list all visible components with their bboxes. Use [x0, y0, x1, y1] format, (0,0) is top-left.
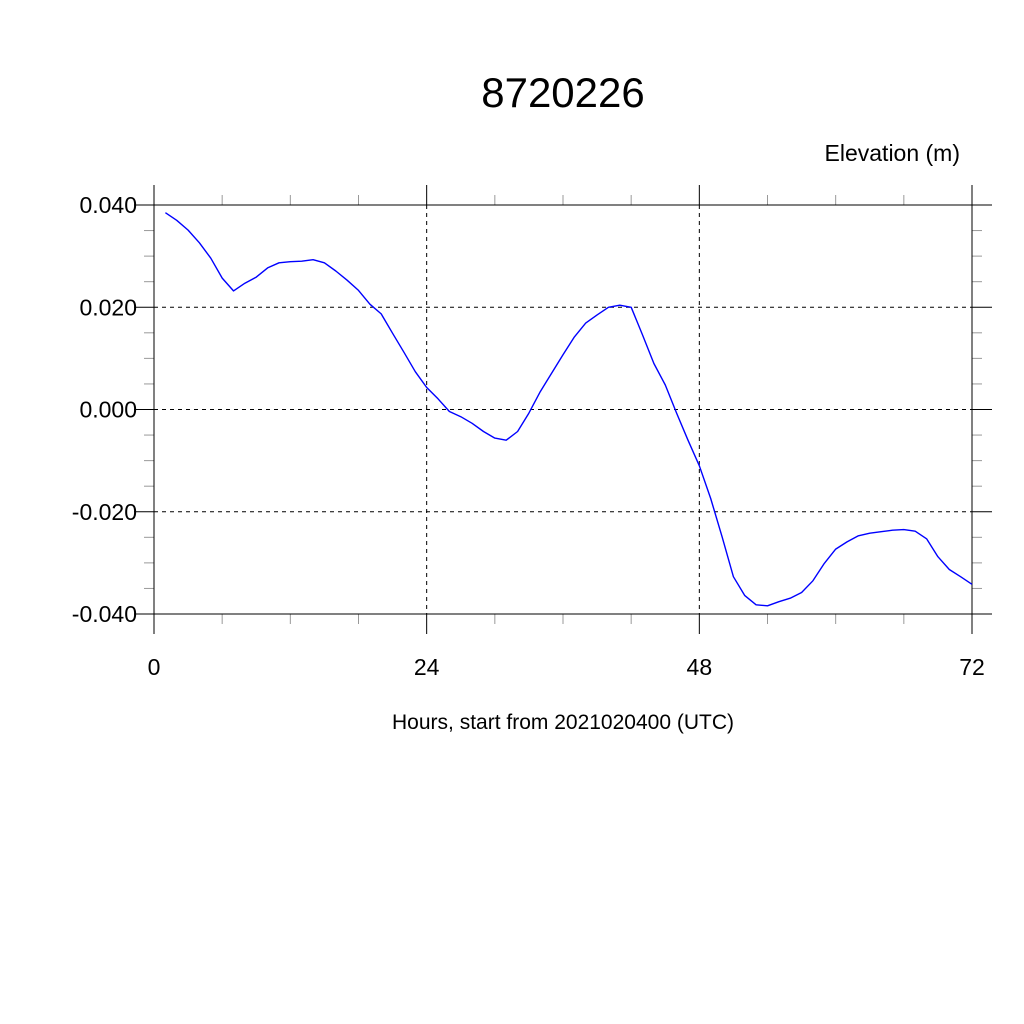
- tick-labels: 0 24 48 72 -0.040 -0.020 0.000 0.020 0.040: [72, 192, 985, 680]
- x-tick-label: 72: [959, 654, 985, 680]
- x-tick-label: 24: [414, 654, 440, 680]
- y-tick-label: -0.040: [72, 601, 137, 627]
- y-tick-label: 0.000: [79, 397, 137, 423]
- y-tick-label: 0.020: [79, 294, 137, 320]
- x-tick-label: 48: [687, 654, 713, 680]
- chart-title: 8720226: [481, 69, 645, 116]
- grid: [154, 204, 972, 615]
- x-axis-label: Hours, start from 2021020400 (UTC): [392, 711, 734, 734]
- plot-frame: [153, 204, 973, 615]
- series-line: [165, 212, 973, 607]
- y-axis-label: Elevation (m): [825, 140, 960, 166]
- y-tick-label: -0.020: [72, 499, 137, 525]
- series: [165, 212, 973, 607]
- ticks: [134, 185, 992, 634]
- y-tick-label: 0.040: [79, 192, 137, 218]
- x-tick-label: 0: [148, 654, 161, 680]
